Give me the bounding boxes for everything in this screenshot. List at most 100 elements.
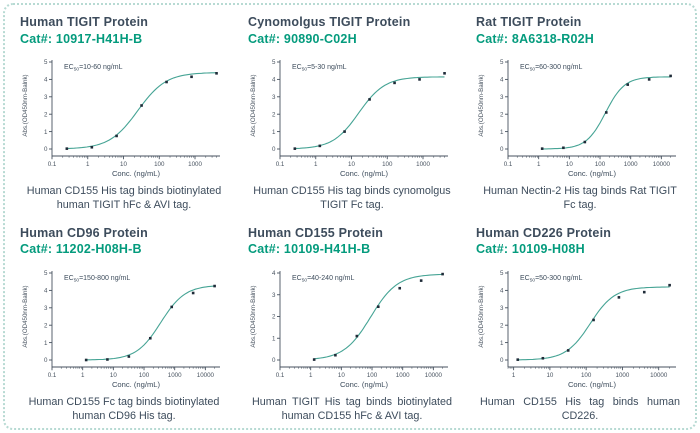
svg-text:1: 1 [272, 129, 276, 136]
svg-text:10000: 10000 [197, 372, 215, 379]
svg-text:1: 1 [81, 372, 85, 379]
svg-text:3: 3 [500, 94, 504, 101]
panel-human-tigit-protein: Human TIGIT Protein Cat#: 10917-H41H-B 0… [8, 6, 236, 217]
svg-text:1: 1 [537, 161, 541, 168]
svg-text:2: 2 [500, 112, 504, 119]
svg-text:EC50=50-300 ng/mL: EC50=50-300 ng/mL [520, 275, 582, 284]
svg-text:2: 2 [272, 313, 276, 320]
svg-text:0: 0 [44, 357, 48, 364]
svg-text:10: 10 [566, 161, 573, 168]
panel-title: Human CD226 Protein [476, 225, 612, 240]
svg-text:Conc. (ng/mL): Conc. (ng/mL) [340, 380, 389, 389]
caption: Human CD155 His tag binds biotinylated h… [26, 185, 222, 212]
svg-text:1000: 1000 [616, 372, 630, 379]
svg-text:1: 1 [500, 340, 504, 347]
binding-curve-chart: 0.1 1 10 100 1000 0 1 2 3 4 5 Abs.(OD450nm-Balnk) Co… [250, 59, 448, 178]
svg-text:1000: 1000 [624, 161, 638, 168]
svg-text:2: 2 [44, 322, 48, 329]
svg-text:1: 1 [44, 340, 48, 347]
catalog-number: Cat#: 90890-C02H [248, 31, 357, 46]
svg-text:10: 10 [546, 372, 553, 379]
svg-text:Conc. (ng/mL): Conc. (ng/mL) [112, 169, 161, 178]
binding-curve-chart: 0.1 1 10 100 1000 0 1 2 3 4 5 Abs.(OD450nm-Balnk) Co… [22, 59, 220, 178]
svg-text:0.1: 0.1 [276, 161, 285, 168]
caption: Human TIGIT His tag binds biotinylated h… [252, 395, 452, 422]
binding-curve-chart: 0.1 1 10 100 1000 10000 0 1 2 3 4 5 Abs.(OD450nm-Bal… [22, 270, 220, 389]
svg-text:1: 1 [314, 161, 318, 168]
svg-text:EC50=40-240 ng/mL: EC50=40-240 ng/mL [292, 275, 354, 284]
svg-text:2: 2 [44, 112, 48, 119]
svg-text:EC50=60-300 ng/mL: EC50=60-300 ng/mL [520, 64, 582, 73]
svg-text:4: 4 [272, 77, 276, 84]
panel-title: Human TIGIT Protein [20, 15, 149, 29]
svg-text:Conc. (ng/mL): Conc. (ng/mL) [568, 380, 617, 389]
svg-text:10: 10 [348, 161, 355, 168]
svg-text:1: 1 [86, 161, 90, 168]
svg-text:5: 5 [500, 270, 504, 277]
catalog-number: Cat#: 8A6318-R02H [476, 31, 595, 46]
svg-text:Conc. (ng/mL): Conc. (ng/mL) [112, 380, 161, 389]
svg-text:Abs.(OD450nm-Balnk): Abs.(OD450nm-Balnk) [478, 285, 485, 347]
svg-text:0: 0 [500, 146, 504, 153]
svg-text:EC50=150-800 ng/mL: EC50=150-800 ng/mL [64, 275, 130, 284]
svg-text:0.1: 0.1 [504, 161, 513, 168]
panel-cynomolgus-tigit-protein: Cynomolgus TIGIT Protein Cat#: 90890-C02… [236, 6, 464, 217]
svg-text:5: 5 [44, 270, 48, 277]
svg-text:10: 10 [338, 372, 345, 379]
svg-text:4: 4 [44, 287, 48, 294]
svg-text:0.1: 0.1 [276, 372, 285, 379]
svg-text:1000: 1000 [168, 372, 182, 379]
svg-text:4: 4 [44, 77, 48, 84]
svg-text:1000: 1000 [396, 372, 410, 379]
panel-human-cd226-protein: Human CD226 Protein Cat#: 10109-H08H 1 10… [464, 217, 692, 428]
svg-text:100: 100 [581, 372, 592, 379]
svg-text:5: 5 [272, 59, 276, 66]
svg-text:3: 3 [272, 292, 276, 299]
svg-text:Abs.(OD450nm-Balnk): Abs.(OD450nm-Balnk) [22, 285, 29, 347]
svg-text:10: 10 [120, 161, 127, 168]
svg-text:10: 10 [110, 372, 117, 379]
svg-text:0: 0 [44, 146, 48, 153]
svg-text:Conc. (ng/mL): Conc. (ng/mL) [568, 169, 617, 178]
svg-text:3: 3 [500, 305, 504, 312]
svg-text:2: 2 [500, 322, 504, 329]
svg-text:10000: 10000 [653, 161, 671, 168]
catalog-number: Cat#: 11202-H08H-B [20, 242, 142, 257]
svg-text:0.1: 0.1 [48, 372, 57, 379]
svg-text:100: 100 [139, 372, 150, 379]
svg-text:100: 100 [595, 161, 606, 168]
svg-text:Abs.(OD450nm-Balnk): Abs.(OD450nm-Balnk) [250, 75, 257, 137]
svg-text:Conc. (ng/mL): Conc. (ng/mL) [340, 169, 389, 178]
svg-text:4: 4 [272, 270, 276, 277]
panel-title: Rat TIGIT Protein [476, 15, 582, 29]
svg-text:100: 100 [382, 161, 393, 168]
binding-curve-chart: 0.1 1 10 100 1000 10000 0 1 2 3 4 5 Abs.(OD450nm-Bal… [478, 59, 676, 178]
svg-text:1000: 1000 [416, 161, 430, 168]
svg-text:3: 3 [272, 94, 276, 101]
svg-text:1: 1 [512, 372, 516, 379]
panel-human-cd96-protein: Human CD96 Protein Cat#: 11202-H08H-B 0.… [8, 217, 236, 428]
svg-text:1: 1 [272, 335, 276, 342]
svg-text:EC50=10-60 ng/mL: EC50=10-60 ng/mL [64, 64, 123, 73]
caption: Human Nectin-2 His tag binds Rat TIGIT F… [483, 185, 677, 212]
panel-title: Cynomolgus TIGIT Protein [248, 15, 411, 29]
caption: Human CD155 His tag binds human CD226. [480, 395, 680, 422]
svg-text:0: 0 [272, 146, 276, 153]
panel-rat-tigit-protein: Rat TIGIT Protein Cat#: 8A6318-R02H 0.1 1… [464, 6, 692, 217]
svg-text:0.1: 0.1 [48, 161, 57, 168]
panel-title: Human CD155 Protein [248, 225, 384, 240]
catalog-number: Cat#: 10917-H41H-B [20, 31, 143, 46]
panel-title: Human CD96 Protein [20, 225, 148, 240]
svg-text:2: 2 [272, 112, 276, 119]
svg-text:0: 0 [500, 357, 504, 364]
svg-text:4: 4 [500, 287, 504, 294]
svg-text:5: 5 [500, 59, 504, 66]
svg-text:100: 100 [367, 372, 378, 379]
figure-grid: Human TIGIT Protein Cat#: 10917-H41H-B 0… [8, 6, 692, 427]
svg-text:5: 5 [44, 59, 48, 66]
svg-text:4: 4 [500, 77, 504, 84]
catalog-number: Cat#: 10109-H08H [476, 242, 585, 257]
svg-text:Abs.(OD450nm-Balnk): Abs.(OD450nm-Balnk) [22, 75, 29, 137]
svg-text:Abs.(OD450nm-Balnk): Abs.(OD450nm-Balnk) [478, 75, 485, 137]
catalog-number: Cat#: 10109-H41H-B [248, 242, 371, 257]
